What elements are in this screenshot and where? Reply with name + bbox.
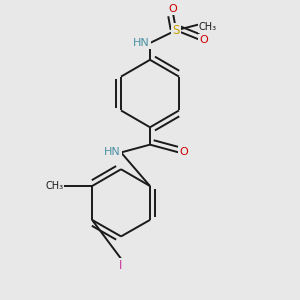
- Text: I: I: [119, 259, 123, 272]
- Text: CH₃: CH₃: [45, 181, 63, 191]
- Text: O: O: [169, 4, 178, 14]
- Text: HN: HN: [104, 148, 121, 158]
- Text: S: S: [172, 24, 180, 37]
- Text: CH₃: CH₃: [199, 22, 217, 32]
- Text: O: O: [199, 34, 208, 44]
- Text: HN: HN: [133, 38, 150, 48]
- Text: O: O: [179, 148, 188, 158]
